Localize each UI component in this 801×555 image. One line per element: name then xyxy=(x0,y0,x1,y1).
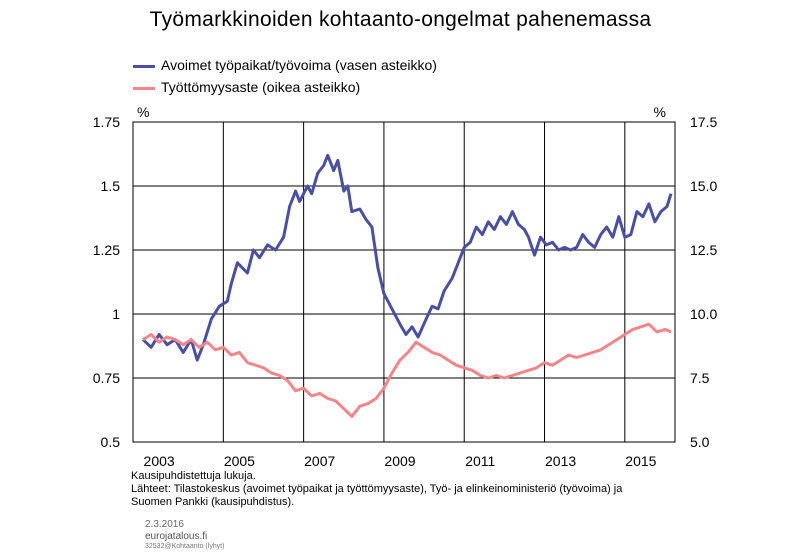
x-axis-tick-label: 2005 xyxy=(224,453,255,469)
series-line-unemployment xyxy=(142,322,672,418)
x-axis-tick-label: 2013 xyxy=(545,453,576,469)
right-axis-tick-label: 17.5 xyxy=(690,114,717,130)
note-sources: Lähteet: Tilastokeskus (avoimet työpaika… xyxy=(131,483,623,495)
right-axis-tick-label: 10.0 xyxy=(690,306,717,322)
right-axis-unit: % xyxy=(654,104,666,120)
legend-label-vacancies: Avoimet työpaikat/työvoima (vasen asteik… xyxy=(161,57,437,73)
chart-title: Työmarkkinoiden kohtaanto-ongelmat pahen… xyxy=(149,8,652,31)
x-axis-tick-label: 2007 xyxy=(304,453,335,469)
right-axis-tick-label: 12.5 xyxy=(690,242,717,258)
footer-site: eurojatalous.fi xyxy=(145,531,208,542)
note-sources-cont: Suomen Pankki (kausipuhdistus). xyxy=(131,496,295,508)
left-axis-unit: % xyxy=(137,104,149,120)
legend-swatch-unemployment xyxy=(133,86,155,90)
right-axis-tick-label: 5.0 xyxy=(690,434,710,450)
note-seasonally-adjusted: Kausipuhdistettuja lukuja. xyxy=(131,470,256,482)
legend-entry-vacancies: Avoimet työpaikat/työvoima (vasen asteik… xyxy=(133,57,437,73)
left-axis-tick-label: 1.25 xyxy=(93,242,120,258)
footer-date: 2.3.2016 xyxy=(145,519,184,530)
chart-notes: Kausipuhdistettuja lukuja. Lähteet: Tila… xyxy=(131,470,622,509)
left-axis-tick-label: 0.5 xyxy=(101,434,121,450)
left-axis-tick-label: 1.5 xyxy=(101,178,121,194)
series-line-vacancies xyxy=(141,153,673,362)
x-axis-tick-label: 2011 xyxy=(465,453,495,469)
x-axis-tick-label: 2003 xyxy=(144,453,175,469)
x-axis-tick-label: 2015 xyxy=(625,453,656,469)
left-axis-tick-label: 0.75 xyxy=(93,370,120,386)
left-axis-tick-label: 1 xyxy=(112,306,120,322)
right-axis-tick-label: 15.0 xyxy=(690,178,717,194)
legend-label-unemployment: Työttömyysaste (oikea asteikko) xyxy=(161,79,361,95)
left-axis-tick-label: 1.75 xyxy=(93,114,120,130)
right-axis-tick-label: 7.5 xyxy=(690,370,710,386)
legend-swatch-vacancies xyxy=(133,64,155,68)
legend-entry-unemployment: Työttömyysaste (oikea asteikko) xyxy=(133,79,360,95)
x-axis-tick-label: 2009 xyxy=(384,453,415,469)
footer-code: 32532@Kohtaanto (lyhyt) xyxy=(145,543,225,550)
plot-frame xyxy=(132,121,676,443)
